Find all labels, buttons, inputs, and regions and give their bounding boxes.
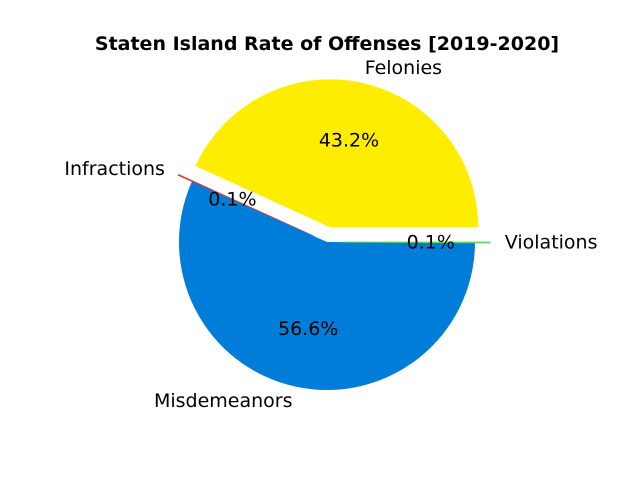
slice-pct-infractions: 0.1% <box>208 188 256 210</box>
pie-slices <box>177 79 491 391</box>
slice-pct-felonies: 43.2% <box>319 130 379 152</box>
slice-label-infractions: Infractions <box>64 158 165 180</box>
pie-slice-felonies <box>195 79 479 228</box>
slice-label-felonies: Felonies <box>365 57 442 79</box>
slice-pct-misdemeanors: 56.6% <box>278 318 338 340</box>
slice-label-violations: Violations <box>505 232 598 254</box>
slice-label-misdemeanors: Misdemeanors <box>154 390 293 412</box>
pie-labels: Felonies 43.2% Infractions 0.1% Misdemeanors… <box>64 57 597 412</box>
slice-pct-violations: 0.1% <box>407 231 455 253</box>
chart-title: Staten Island Rate of Offenses [2019-202… <box>95 33 559 55</box>
pie-slice-misdemeanors <box>178 181 475 391</box>
pie-slice-violations <box>341 241 491 244</box>
pie-slice-infractions <box>177 173 314 237</box>
